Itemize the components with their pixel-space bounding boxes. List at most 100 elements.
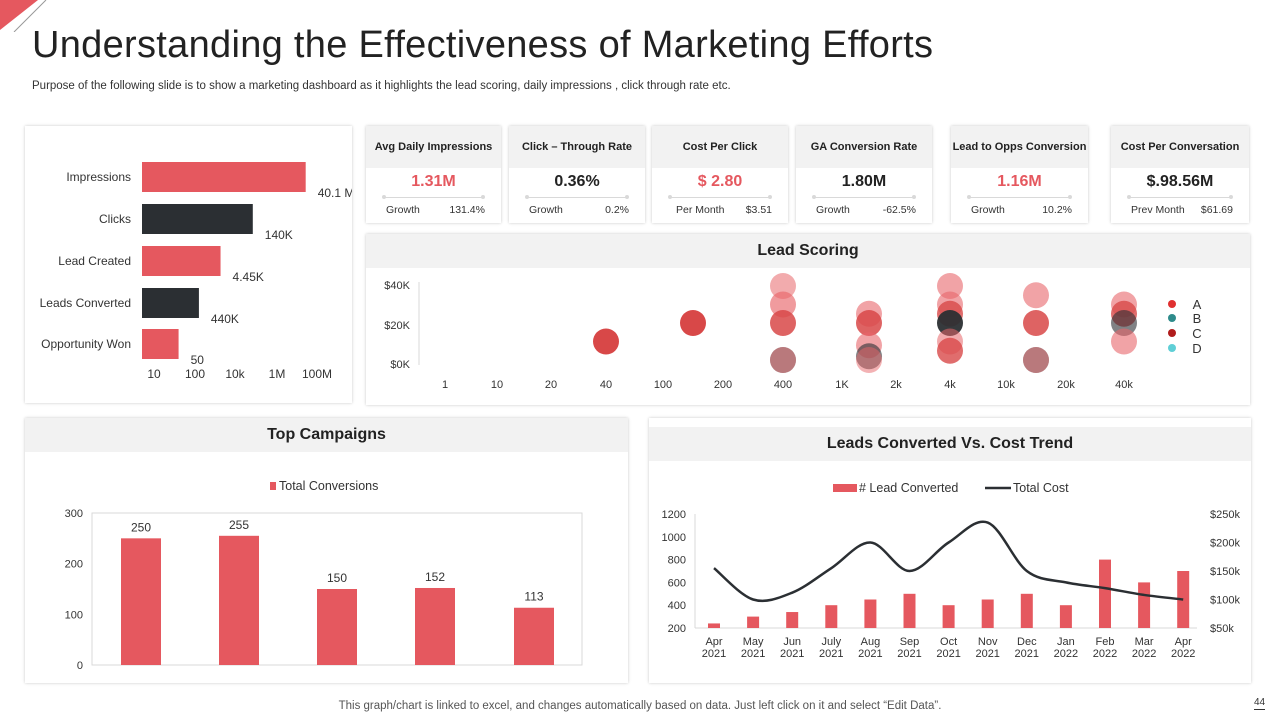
kpi-sub-value: 10.2% (1042, 204, 1072, 216)
leads-cost-panel[interactable]: Leads Converted Vs. Cost Trend 200 400 600… (649, 418, 1251, 683)
trend-bar (903, 593, 916, 628)
trend-x-tick-month: Apr (705, 636, 722, 648)
campaign-bar (219, 535, 259, 665)
funnel-panel[interactable]: Impressions 40.1 M Clicks 140K Lead Created 4… (25, 126, 354, 403)
scatter-point (680, 310, 706, 336)
scatter-point (770, 291, 796, 318)
top-campaigns-chart[interactable]: 0 100 200 300 Total Conversions 250 255 150 152 1… (25, 418, 628, 683)
funnel-x-tick: 10k (225, 367, 245, 381)
campaign-y-tick: 200 (65, 559, 83, 571)
campaign-bar (415, 587, 455, 665)
trend-x-tick-month: Jan (1057, 636, 1075, 648)
scatter-x-tick: 10k (997, 379, 1015, 391)
scatter-point (770, 273, 796, 299)
kpi-value: 1.80M (841, 173, 887, 190)
kpi-card[interactable]: Cost Per Click $ 2.80 Per Month $3.51 (652, 126, 788, 223)
kpi-value: $.98.56M (1146, 173, 1214, 190)
campaign-y-tick: 100 (65, 609, 83, 621)
kpi-divider-dot (525, 195, 529, 199)
campaign-value-label: 113 (524, 590, 543, 604)
kpi-title: Click – Through Rate (509, 126, 645, 168)
lead-scoring-panel[interactable]: Lead Scoring $40K $20K $0K 1 10 20 40 100 200 400… (366, 234, 1250, 405)
trend-x-tick-year: 2021 (858, 648, 882, 660)
trend-right-tick: $50k (1210, 623, 1234, 635)
trend-left-tick: 800 (668, 555, 686, 567)
kpi-divider (1129, 197, 1231, 198)
top-campaigns-panel[interactable]: Top Campaigns 0 100 200 300 Total Conversion… (25, 418, 628, 683)
trend-right-tick: $150k (1210, 566, 1240, 578)
trend-x-tick-month: Jun (783, 636, 801, 648)
kpi-card[interactable]: Avg Daily Impressions 1.31M Growth 131.4% (366, 126, 501, 223)
trend-x-tick-month: May (743, 636, 764, 648)
kpi-divider-dot (481, 195, 485, 199)
trend-left-tick: 1200 (662, 509, 686, 521)
funnel-category-label: Impressions (66, 170, 131, 184)
trend-x-tick-year: 2021 (819, 648, 843, 660)
trend-x-tick-year: 2021 (936, 648, 960, 660)
scatter-point (1023, 347, 1049, 373)
kpi-divider-dot (1068, 195, 1072, 199)
campaign-y-tick: 0 (77, 660, 83, 672)
scatter-x-tick: 40 (600, 379, 612, 391)
funnel-category-label: Lead Created (58, 254, 131, 268)
trend-x-tick-year: 2021 (897, 648, 921, 660)
kpi-card[interactable]: GA Conversion Rate 1.80M Growth -62.5% (796, 126, 932, 223)
kpi-divider (384, 197, 483, 198)
lead-scoring-chart[interactable]: $40K $20K $0K 1 10 20 40 100 200 400 1K 2k 4k 10k 20k 4… (366, 234, 1250, 405)
kpi-card[interactable]: Lead to Opps Conversion 1.16M Growth 10.2% (951, 126, 1088, 223)
kpi-divider-dot (625, 195, 629, 199)
funnel-bar (142, 329, 179, 359)
trend-legend-bar-label: # Lead Converted (859, 481, 958, 495)
kpi-value: 0.36% (554, 173, 600, 190)
footer-note: This graph/chart is linked to excel, and… (338, 700, 942, 712)
kpi-card[interactable]: Click – Through Rate 0.36% Growth 0.2% (509, 126, 645, 223)
funnel-chart[interactable]: Impressions 40.1 M Clicks 140K Lead Created 4… (25, 126, 354, 403)
scatter-legend-swatch (1168, 329, 1176, 337)
scatter-x-tick: 1K (835, 379, 849, 391)
scatter-x-tick: 20 (545, 379, 557, 391)
kpi-divider-dot (1229, 195, 1233, 199)
trend-x-tick-month: Feb (1096, 636, 1115, 648)
kpi-sub-value: 0.2% (605, 204, 629, 216)
campaign-bar (317, 589, 357, 665)
scatter-point (1023, 282, 1049, 309)
funnel-value-label: 140K (265, 228, 293, 242)
kpi-value: 1.16M (997, 173, 1042, 190)
scatter-legend-label: B (1193, 311, 1202, 326)
trend-x-tick-year: 2021 (702, 648, 726, 660)
campaign-legend-swatch (270, 482, 276, 490)
campaign-value-label: 152 (425, 570, 445, 584)
trend-legend-line-label: Total Cost (1013, 481, 1069, 495)
funnel-category-label: Opportunity Won (41, 337, 131, 351)
trend-x-tick-month: Nov (978, 636, 998, 648)
scatter-legend-swatch (1168, 344, 1176, 352)
trend-bar (1059, 605, 1072, 628)
trend-bar (981, 599, 994, 628)
trend-bar (708, 623, 720, 628)
trend-x-tick-year: 2022 (1171, 648, 1195, 660)
kpi-sub-label: Prev Month (1131, 204, 1185, 216)
trend-left-tick: 1000 (662, 532, 686, 544)
scatter-x-tick: 40k (1115, 379, 1133, 391)
scatter-point (937, 310, 963, 336)
funnel-bar (142, 246, 221, 276)
leads-cost-chart[interactable]: 200 400 600 800 1000 1200 $50k $100k $150k $200k $… (649, 418, 1251, 683)
funnel-bar (142, 288, 199, 318)
funnel-x-tick: 10 (147, 367, 161, 381)
campaign-bar (121, 538, 161, 665)
kpi-divider-dot (768, 195, 772, 199)
campaign-value-label: 255 (229, 518, 249, 532)
trend-x-tick-month: Sep (900, 636, 920, 648)
leads-cost-title: Leads Converted Vs. Cost Trend (649, 427, 1251, 461)
scatter-x-tick: 100 (654, 379, 672, 391)
trend-x-tick-month: July (822, 636, 842, 648)
funnel-value-label: 440K (211, 312, 239, 326)
kpi-sub-value: $61.69 (1200, 204, 1233, 216)
scatter-x-tick: 10 (491, 379, 503, 391)
kpi-card[interactable]: Cost Per Conversation $.98.56M Prev Month $… (1111, 126, 1249, 223)
kpi-title: Lead to Opps Conversion (951, 126, 1088, 168)
kpi-sub-value: 131.4% (449, 204, 485, 216)
kpi-sub-label: Growth (816, 204, 850, 216)
kpi-sub-value: -62.5% (882, 204, 916, 216)
kpi-divider (670, 197, 770, 198)
